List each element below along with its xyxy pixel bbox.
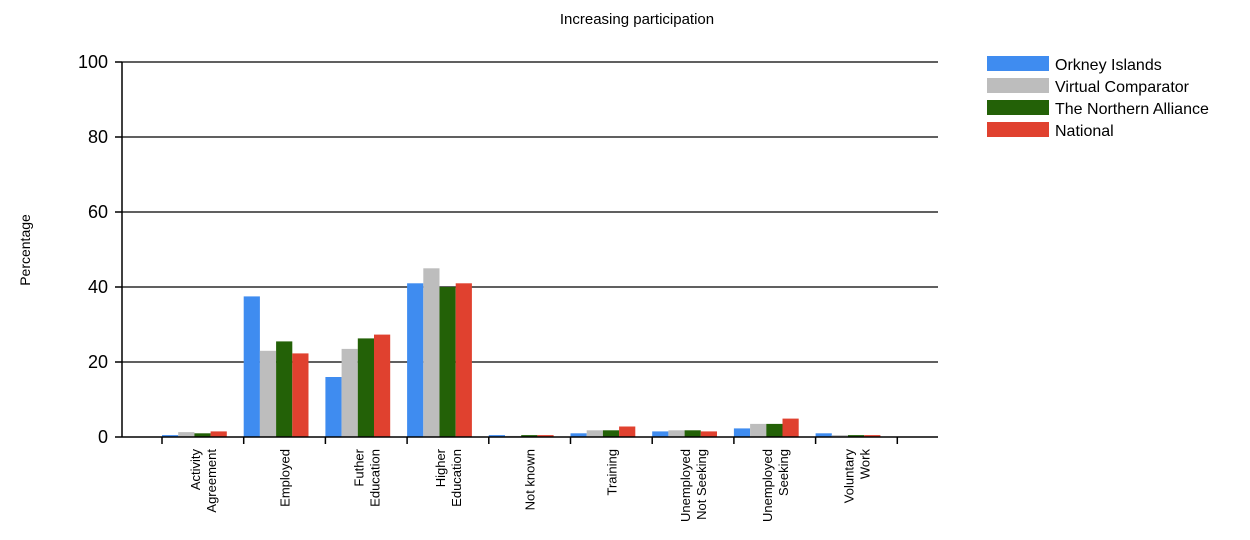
legend-swatch (987, 100, 1049, 115)
bar (864, 435, 881, 437)
bar (276, 341, 293, 437)
bar (586, 430, 603, 438)
y-axis-ticks: 0 20 40 60 80 100 (78, 52, 122, 447)
x-tick-label: Not known (523, 449, 538, 510)
gridlines (122, 61, 938, 363)
x-tick-label: Unemployed (678, 449, 693, 522)
x-tick-label: Agreement (204, 449, 219, 513)
bar (831, 435, 848, 437)
y-tick-label: 40 (88, 277, 108, 297)
bar (488, 435, 505, 437)
y-tick-label: 20 (88, 352, 108, 372)
x-tick-label: Training (604, 449, 619, 495)
bar (341, 348, 358, 437)
bar (733, 428, 751, 437)
bar (782, 418, 799, 437)
bar (750, 423, 767, 437)
bar (455, 283, 472, 438)
y-tick-label: 0 (98, 427, 108, 447)
bar (357, 338, 374, 437)
legend-label: Orkney Islands (1055, 57, 1162, 74)
bar (766, 423, 783, 437)
x-axis-ticks: Activity Agreement Employed Futher Education… (161, 437, 899, 522)
bar (815, 433, 832, 438)
y-tick-label: 100 (78, 52, 108, 72)
bar (537, 435, 554, 437)
bar (292, 353, 309, 437)
x-tick-label: Education (449, 449, 464, 507)
chart-title: Increasing participation (560, 11, 714, 28)
bar (570, 433, 587, 438)
legend-label: Virtual Comparator (1055, 79, 1190, 96)
y-tick-label: 80 (88, 127, 108, 147)
bar (684, 430, 701, 438)
bar (325, 377, 342, 437)
x-tick-label: Activity (188, 449, 203, 491)
x-tick-label: Unemployed (760, 449, 775, 522)
bar (700, 431, 717, 437)
bar (439, 287, 456, 437)
x-tick-label: Education (367, 449, 382, 507)
bar (210, 431, 227, 437)
bar (619, 426, 636, 437)
bar (521, 435, 538, 437)
legend-swatch (987, 122, 1049, 137)
bar (162, 435, 179, 437)
x-tick-label: Voluntary (842, 449, 857, 504)
legend-label: The Northern Alliance (1055, 101, 1209, 118)
legend: Orkney Islands Virtual Comparator The Nort… (987, 56, 1209, 140)
x-tick-label: Not Seeking (694, 449, 709, 520)
bars (162, 268, 881, 438)
legend-label: National (1055, 123, 1114, 140)
bar (243, 296, 260, 437)
y-tick-label: 60 (88, 202, 108, 222)
legend-swatch (987, 56, 1049, 71)
axes (121, 62, 938, 438)
bar (407, 283, 424, 438)
x-tick-label: Seeking (776, 449, 791, 496)
x-tick-label: Futher (351, 448, 366, 486)
bar (652, 431, 669, 437)
bar (259, 350, 277, 438)
bar (668, 430, 685, 438)
y-axis-label: Percentage (17, 214, 33, 286)
bar (194, 433, 211, 438)
x-tick-label: Work (858, 449, 873, 480)
bar (374, 334, 391, 437)
legend-swatch (987, 78, 1049, 93)
x-tick-label: Higher (433, 448, 448, 487)
bar (602, 430, 620, 438)
bar (423, 268, 440, 438)
bar (848, 435, 865, 437)
x-tick-label: Employed (278, 449, 293, 507)
bar (178, 432, 195, 437)
